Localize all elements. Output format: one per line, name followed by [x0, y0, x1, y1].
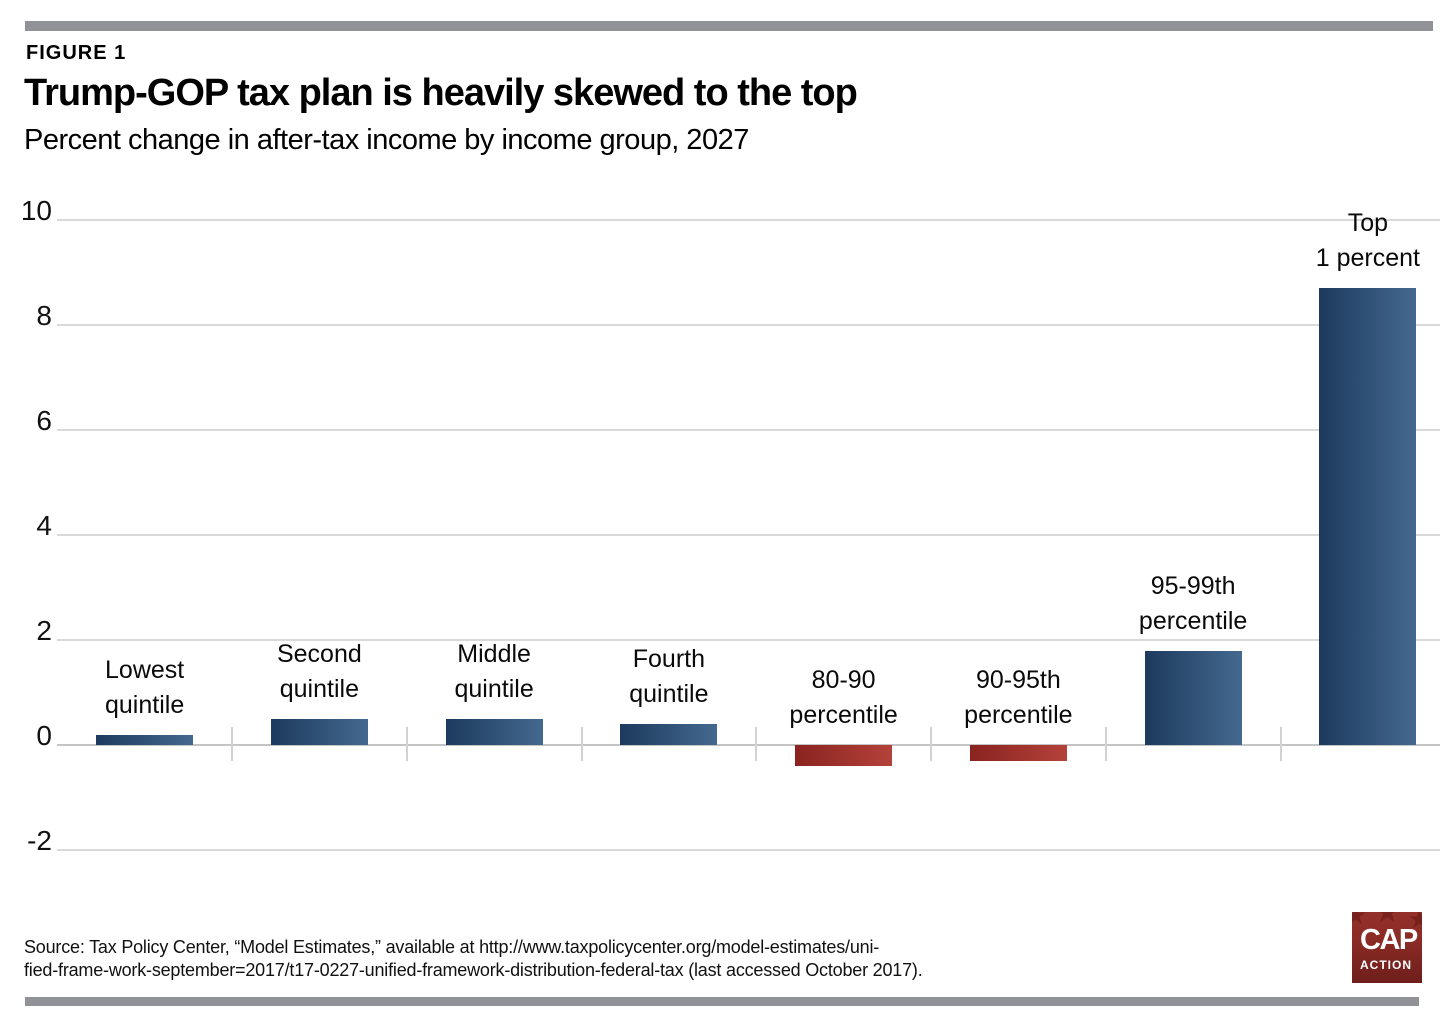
category-boundary-tick	[1279, 727, 1282, 761]
bar-label-line: Top	[1347, 209, 1389, 238]
source-line-2: fied-frame-work-september=2017/t17-0227-…	[24, 960, 923, 980]
chart-title: Trump-GOP tax plan is heavily skewed to …	[24, 72, 858, 114]
bar-label-line: Fourth	[632, 645, 705, 673]
top-divider-rule	[25, 21, 1433, 31]
gridline	[57, 534, 1440, 536]
y-axis-tick-label: 8	[36, 300, 52, 331]
bar-label-line: 95-99th	[1150, 571, 1236, 600]
chart-subtitle: Percent change in after-tax income by in…	[24, 124, 749, 156]
gridline	[57, 324, 1440, 326]
bar-top-1-percent	[1319, 288, 1417, 745]
gridline	[57, 639, 1440, 641]
bar-80-90-percentile	[795, 745, 893, 766]
star-icon: ★	[1407, 912, 1422, 934]
bar-90-95th-percentile	[969, 745, 1067, 761]
bar-label-line: quintile	[105, 690, 185, 719]
bar-label: Top 1 percent	[1268, 206, 1444, 276]
y-axis-tick-label: 6	[36, 405, 52, 436]
bar-label-line: quintile	[454, 674, 534, 703]
star-icon: ★	[1352, 912, 1368, 930]
bar-label: 90-95th percentile	[918, 663, 1118, 733]
bottom-divider-rule	[25, 997, 1419, 1006]
bar-label-line: quintile	[279, 674, 359, 703]
bar-middle-quintile	[445, 718, 543, 745]
y-axis-tick-label: -2	[27, 825, 52, 856]
figure-label: FIGURE 1	[26, 42, 127, 64]
bar-label-line: 1 percent	[1315, 244, 1420, 273]
bar-label-line: percentile	[789, 701, 898, 729]
y-axis-tick-label: 10	[20, 195, 52, 226]
bar-label-line: Second	[276, 639, 362, 668]
source-line-1: Source: Tax Policy Center, “Model Estima…	[24, 937, 880, 957]
bar-fourth-quintile	[620, 724, 718, 745]
bar-label-line: 80-90	[811, 666, 876, 694]
bar-second-quintile	[270, 718, 368, 745]
gridline	[57, 849, 1440, 851]
bar-label: 80-90 percentile	[744, 663, 944, 733]
logo-text-cap: CAP	[1360, 924, 1418, 956]
category-boundary-tick	[930, 727, 932, 761]
bar-label: Fourth quintile	[569, 642, 769, 712]
bar-label-line: Middle	[457, 639, 531, 668]
bar-label-line: percentile	[1138, 606, 1248, 635]
bar-lowest-quintile	[96, 734, 194, 745]
zero-gridline	[57, 744, 1440, 746]
bar-label: Second quintile	[219, 637, 419, 707]
source-note: Source: Tax Policy Center, “Model Estima…	[24, 936, 923, 982]
bar-95-99th-percentile	[1144, 650, 1242, 745]
star-icon: ★	[1374, 912, 1401, 929]
y-axis-tick-label: 0	[36, 720, 52, 751]
bar-label: Middle quintile	[394, 637, 594, 707]
category-boundary-tick	[231, 727, 233, 761]
category-boundary-tick	[755, 727, 758, 761]
bar-label: Lowest quintile	[45, 653, 245, 723]
y-axis-tick-label: 4	[36, 510, 52, 541]
bar-label-line: quintile	[629, 680, 709, 708]
category-boundary-tick	[405, 727, 408, 761]
y-axis-tick-label: 2	[36, 615, 52, 646]
bar-label-line: 90-95th	[975, 666, 1061, 694]
category-boundary-tick	[1104, 727, 1107, 761]
logo-text-action: ACTION	[1360, 958, 1412, 972]
category-boundary-tick	[580, 727, 583, 761]
bar-label-line: Lowest	[105, 655, 185, 684]
bar-label: 95-99th percentile	[1093, 569, 1293, 639]
gridline	[57, 219, 1440, 221]
bar-label-line: percentile	[964, 701, 1073, 729]
cap-action-logo: ★ ★ ★ CAP ACTION	[1352, 912, 1422, 983]
gridline	[57, 429, 1440, 431]
